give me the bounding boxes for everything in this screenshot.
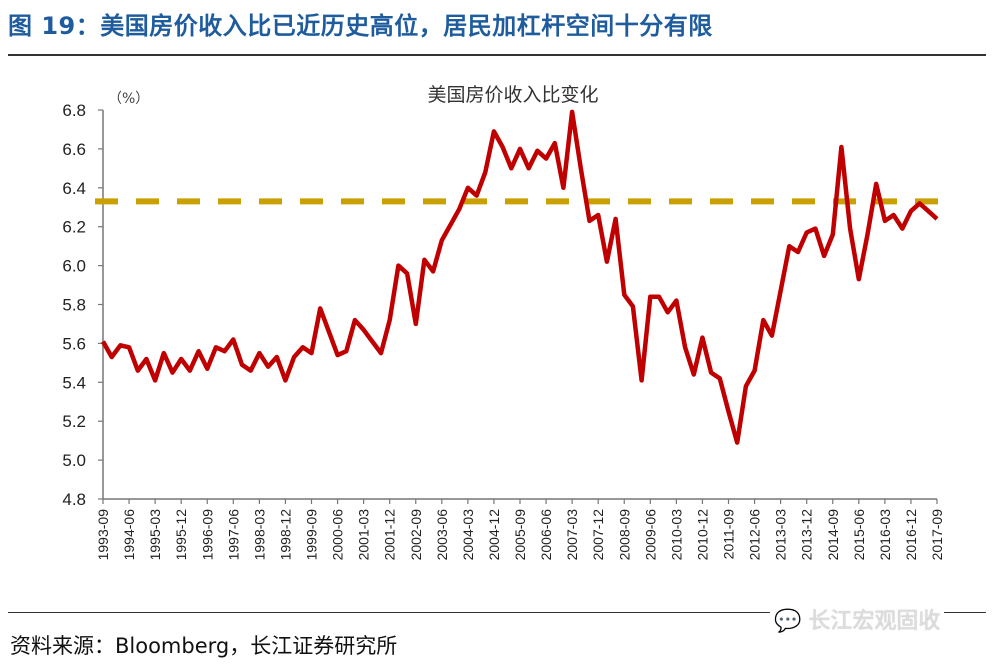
wechat-icon: 💬 xyxy=(774,609,802,634)
y-tick-label: 5.4 xyxy=(62,373,86,392)
x-tick-label: 2015-06 xyxy=(851,509,867,561)
x-tick-label: 1995-03 xyxy=(147,509,163,561)
x-tick-label: 1993-09 xyxy=(95,509,111,561)
watermark-text: 长江宏观固收 xyxy=(808,609,941,634)
x-tick-label: 2004-03 xyxy=(460,509,476,561)
x-tick-label: 1998-03 xyxy=(251,509,267,561)
x-tick-label: 1996-09 xyxy=(199,509,215,561)
series-line xyxy=(101,109,939,445)
x-tick-label: 2009-06 xyxy=(642,509,658,561)
x-axis: 1993-09 1994-06 1995-03 1995-12 1996-09 1997-… xyxy=(95,498,945,561)
x-tick-label: 1994-06 xyxy=(121,509,137,561)
x-tick-label: 2016-12 xyxy=(903,509,919,561)
x-tick-label: 2002-09 xyxy=(408,509,424,561)
y-tick-label: 6.8 xyxy=(62,101,86,120)
watermark: 💬 长江宏观固收 xyxy=(770,603,945,635)
y-tick-label: 5.2 xyxy=(62,412,86,431)
y-axis-unit: （%） xyxy=(108,91,149,107)
figure-title: 图 19：美国房价收入比已近历史高位，居民加杠杆空间十分有限 xyxy=(8,12,713,40)
y-tick-label: 5.8 xyxy=(62,296,86,315)
x-tick-label: 2010-12 xyxy=(694,509,710,561)
title-divider xyxy=(8,54,986,56)
x-tick-label: 2010-03 xyxy=(668,509,684,561)
y-tick-label: 4.8 xyxy=(62,490,86,509)
x-tick-label: 2007-03 xyxy=(564,509,580,561)
y-tick-label: 6.2 xyxy=(62,218,86,237)
x-tick-label: 2005-09 xyxy=(512,509,528,561)
x-tick-label: 2006-06 xyxy=(538,509,554,561)
x-tick-label: 2014-09 xyxy=(825,509,841,561)
x-tick-label: 1997-06 xyxy=(225,509,241,561)
y-tick-label: 5.6 xyxy=(62,334,86,353)
x-tick-label: 1999-09 xyxy=(304,509,320,561)
x-tick-label: 2007-12 xyxy=(590,509,606,561)
y-tick-label: 6.0 xyxy=(62,257,86,276)
x-tick-label: 2003-06 xyxy=(434,509,450,561)
x-tick-label: 2013-12 xyxy=(799,509,815,561)
x-tick-label: 1998-12 xyxy=(277,509,293,561)
chart-title: 美国房价收入比变化 xyxy=(427,84,598,106)
x-tick-label: 2001-12 xyxy=(382,509,398,561)
x-tick-label: 2000-06 xyxy=(330,509,346,561)
x-tick-label: 2012-06 xyxy=(747,509,763,561)
y-tick-label: 6.4 xyxy=(62,179,86,198)
x-tick-label: 2016-03 xyxy=(877,509,893,561)
x-tick-label: 2017-09 xyxy=(929,509,945,561)
x-tick-label: 2001-03 xyxy=(356,509,372,561)
x-tick-label: 2013-03 xyxy=(773,509,789,561)
footer-divider xyxy=(8,612,986,613)
x-tick-label: 2004-12 xyxy=(486,509,502,561)
source-note: 资料来源：Bloomberg，长江证券研究所 xyxy=(10,634,398,658)
x-tick-label: 2011-09 xyxy=(721,509,737,560)
y-axis: 6.8 6.6 6.4 6.2 6.0 5.8 5.6 5.4 5.2 5.0 4.8 xyxy=(62,101,104,509)
x-tick-label: 2008-09 xyxy=(616,509,632,561)
y-tick-label: 6.6 xyxy=(62,140,86,159)
x-tick-label: 1995-12 xyxy=(173,509,189,561)
y-tick-label: 5.0 xyxy=(62,451,86,470)
plot-area xyxy=(95,109,952,445)
